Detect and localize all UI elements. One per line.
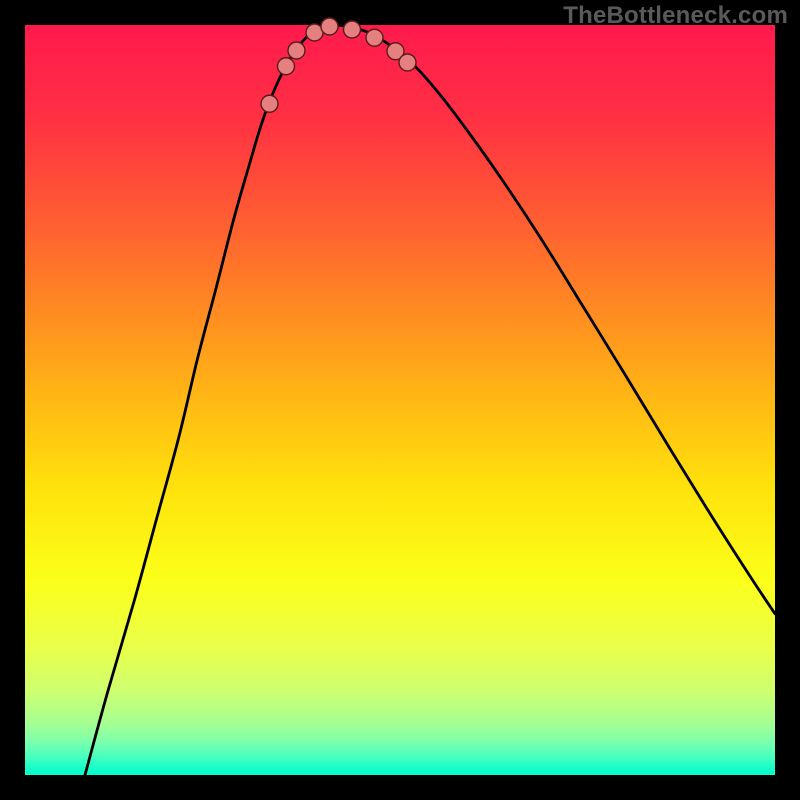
data-marker (399, 54, 416, 71)
watermark-text: TheBottleneck.com (563, 2, 788, 30)
data-marker (261, 95, 278, 112)
data-marker (321, 18, 338, 35)
gradient-background (25, 25, 775, 775)
data-marker (344, 21, 361, 38)
chart-canvas (0, 0, 800, 800)
data-marker (288, 42, 305, 59)
data-marker (278, 58, 295, 75)
data-marker (366, 29, 383, 46)
